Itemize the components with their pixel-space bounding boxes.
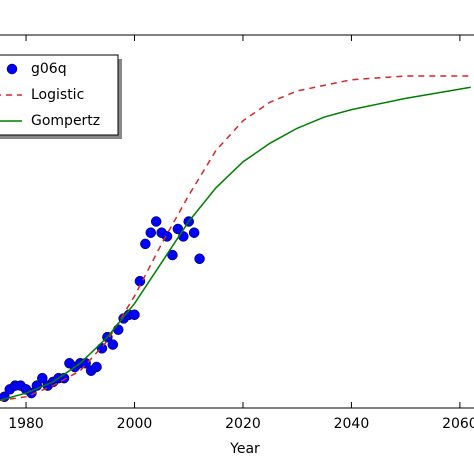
legend: g06q Logistic Gompertz xyxy=(0,54,122,139)
data-point xyxy=(150,216,162,227)
legend-label: Gompertz xyxy=(31,113,100,129)
plot-frame xyxy=(0,34,474,409)
legend-marker xyxy=(6,63,18,75)
data-point xyxy=(145,227,157,238)
data-point xyxy=(91,361,102,373)
data-point xyxy=(188,227,200,238)
legend-label: Logistic xyxy=(31,87,84,103)
x-tick-label: 2040 xyxy=(334,416,370,432)
data-point xyxy=(37,372,48,384)
data-point xyxy=(172,223,184,235)
legend-label: g06q xyxy=(31,61,67,77)
x-tick-label: 2000 xyxy=(117,416,153,432)
x-axis-label: Year xyxy=(229,441,260,457)
fit-line xyxy=(0,75,471,402)
data-point xyxy=(194,253,205,265)
x-tick-label: 1980 xyxy=(8,416,44,432)
x-tick-label: 2060 xyxy=(442,416,474,432)
data-point xyxy=(129,309,140,320)
fit-line xyxy=(0,86,471,402)
data-point xyxy=(178,231,189,242)
data-point xyxy=(107,339,119,350)
plot-area xyxy=(0,75,471,403)
x-tick-label: 2020 xyxy=(225,416,261,432)
data-point xyxy=(167,249,178,261)
data-point xyxy=(112,324,124,335)
data-point xyxy=(140,238,151,250)
